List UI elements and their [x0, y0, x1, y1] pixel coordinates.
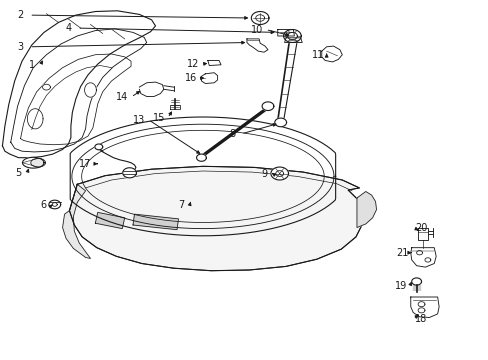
Text: 6: 6	[40, 200, 46, 210]
Polygon shape	[207, 60, 221, 66]
Polygon shape	[410, 248, 435, 267]
Polygon shape	[31, 158, 45, 167]
Text: 4: 4	[65, 23, 71, 33]
Text: 18: 18	[414, 314, 427, 324]
Polygon shape	[62, 184, 90, 258]
Text: 12: 12	[186, 59, 199, 69]
Polygon shape	[411, 278, 421, 285]
Polygon shape	[196, 154, 206, 161]
Polygon shape	[42, 84, 50, 90]
Text: 5: 5	[16, 168, 21, 178]
Polygon shape	[2, 11, 155, 158]
Text: 17: 17	[79, 159, 92, 169]
Polygon shape	[69, 166, 362, 271]
Text: 13: 13	[133, 114, 145, 125]
Text: 3: 3	[18, 42, 23, 52]
Text: 14: 14	[116, 92, 128, 102]
Polygon shape	[417, 228, 427, 240]
Polygon shape	[356, 192, 376, 228]
Polygon shape	[49, 200, 61, 209]
Text: 11: 11	[311, 50, 324, 60]
Text: 21: 21	[395, 248, 407, 258]
Text: 9: 9	[261, 168, 266, 179]
Polygon shape	[270, 167, 288, 180]
Polygon shape	[201, 73, 217, 84]
Polygon shape	[246, 39, 267, 52]
Text: 10: 10	[250, 24, 263, 35]
Polygon shape	[277, 30, 294, 36]
Polygon shape	[283, 30, 301, 42]
Polygon shape	[122, 168, 136, 178]
Text: 2: 2	[18, 10, 23, 20]
Polygon shape	[321, 46, 342, 62]
Text: 16: 16	[184, 73, 197, 84]
Polygon shape	[139, 82, 163, 96]
Polygon shape	[170, 105, 180, 109]
Polygon shape	[133, 214, 178, 230]
Text: 15: 15	[152, 113, 165, 123]
Text: 20: 20	[414, 222, 427, 233]
Polygon shape	[251, 12, 268, 24]
Polygon shape	[284, 38, 302, 42]
Polygon shape	[22, 157, 44, 168]
Polygon shape	[262, 102, 273, 111]
Polygon shape	[274, 118, 286, 127]
Polygon shape	[95, 144, 102, 150]
Polygon shape	[410, 297, 438, 318]
Text: 19: 19	[394, 281, 407, 291]
Text: 7: 7	[178, 200, 183, 210]
Text: 1: 1	[29, 60, 35, 70]
Text: 8: 8	[229, 129, 235, 139]
Polygon shape	[84, 83, 96, 97]
Polygon shape	[27, 109, 43, 129]
Polygon shape	[95, 212, 124, 229]
